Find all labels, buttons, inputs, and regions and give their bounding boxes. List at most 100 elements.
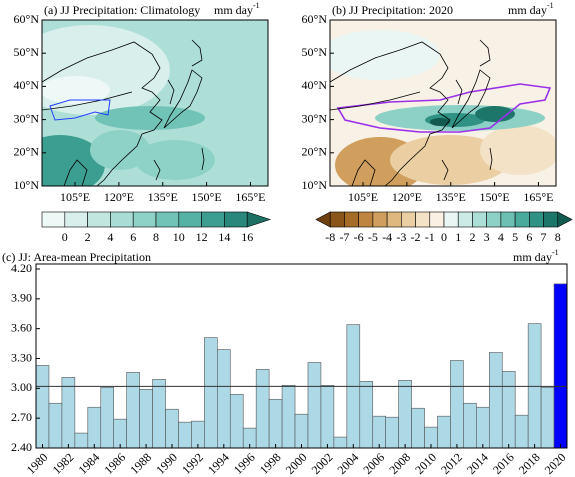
lon-tick-label: 105°E: [348, 190, 378, 204]
lat-tick-label: 10°N: [302, 178, 328, 192]
map-a-frame: [41, 19, 269, 187]
bar: [450, 360, 464, 449]
colorbar-label: -4: [382, 230, 392, 244]
bar: [100, 387, 115, 449]
bar: [178, 421, 192, 449]
x-tick-label: 2018: [516, 450, 543, 477]
colorbar-box: [201, 211, 225, 228]
lat-tick-label: 40°N: [302, 78, 328, 92]
x-tick-label: 1996: [231, 450, 258, 477]
bar: [191, 420, 205, 449]
colorbar-box: [178, 211, 202, 228]
colorbar-box: [41, 211, 66, 228]
colorbar-label: 4: [107, 230, 113, 244]
x-tick-label: 1982: [50, 450, 77, 477]
colorbar-box: [224, 211, 248, 228]
map-b-frame: [329, 19, 557, 187]
chart-title: (c) JJ: Area-mean Precipitation: [2, 250, 151, 264]
bar: [74, 432, 89, 449]
x-tick-label: 2008: [386, 450, 413, 477]
colorbar-box: [401, 211, 416, 228]
bar: [307, 362, 322, 449]
lat-tick-label: 50°N: [14, 45, 40, 59]
y-tick-label: 3.30: [11, 350, 32, 364]
colorbar-box: [344, 211, 359, 228]
lat-tick-label: 20°N: [14, 145, 40, 159]
colorbar-box: [329, 211, 345, 228]
colorbar-label: 0: [62, 230, 68, 244]
lon-tick-label: 135°E: [148, 190, 178, 204]
x-tick-label: 1986: [101, 450, 128, 477]
bar: [437, 415, 451, 449]
lon-tick-label: 165°E: [523, 190, 553, 204]
map-b-field: [330, 20, 556, 186]
x-tick-label: 1998: [257, 450, 284, 477]
colorbar-box: [110, 211, 134, 228]
y-tick-label: 2.40: [11, 440, 32, 454]
colorbar-label: 5: [512, 230, 518, 244]
bar: [204, 337, 218, 449]
x-tick-label: 2016: [490, 450, 517, 477]
bar: [281, 385, 296, 449]
colorbar-box: [155, 211, 180, 228]
bar: [217, 349, 231, 449]
x-tick-label: 2014: [464, 450, 491, 477]
x-tick-label: 1992: [179, 450, 206, 477]
colorbar-box: [415, 211, 431, 228]
y-tick-label: 2.70: [11, 410, 32, 424]
colorbar-box: [443, 211, 459, 228]
map-units: mm day: [214, 3, 253, 17]
colorbar-label: -3: [396, 230, 406, 244]
x-tick-label: 1990: [153, 450, 180, 477]
colorbar-label: 8: [153, 230, 159, 244]
colorbar-label: -7: [339, 230, 349, 244]
colorbar-box: [486, 211, 502, 228]
y-tick-label: 3.00: [11, 380, 32, 394]
bar: [268, 398, 283, 449]
map-title: (a) JJ Precipitation: Climatology: [44, 3, 200, 17]
bar: [320, 385, 335, 449]
colorbar-triangle: [315, 211, 331, 228]
bar: [113, 418, 127, 449]
colorbar-label: 8: [555, 230, 561, 244]
bar: [87, 406, 102, 449]
lon-tick-label: 120°E: [104, 190, 134, 204]
bar: [463, 402, 477, 449]
colorbar-box: [132, 211, 157, 228]
colorbar-label: -1: [425, 230, 435, 244]
units: mm day: [513, 250, 552, 264]
bar: [385, 416, 399, 449]
bar: [333, 436, 348, 449]
x-tick-label: 1984: [75, 450, 102, 477]
x-tick-label: 2012: [438, 450, 465, 477]
colorbar-label: -2: [411, 230, 421, 244]
colorbar-box: [514, 211, 530, 228]
colorbar-label: 10: [173, 230, 185, 244]
bar: [501, 371, 516, 449]
map-units: mm day: [508, 3, 547, 17]
map-a-field: [42, 20, 268, 186]
bar: [540, 387, 555, 449]
colorbar-box: [457, 211, 473, 228]
lon-tick-label: 105°E: [60, 190, 90, 204]
colorbar-label: 3: [484, 230, 490, 244]
bar: [359, 381, 374, 449]
lat-tick-label: 30°N: [14, 111, 40, 125]
x-tick-label: 2020: [542, 450, 569, 477]
bar: [294, 413, 309, 449]
lon-tick-label: 150°E: [480, 190, 510, 204]
y-tick-label: 3.60: [11, 320, 32, 334]
colorbar-box: [500, 211, 516, 228]
bar: [139, 389, 153, 449]
bar: [126, 372, 140, 449]
colorbar-label: 1: [455, 230, 461, 244]
bar: [61, 377, 76, 449]
colorbar-label: 4: [498, 230, 504, 244]
bar: [48, 402, 63, 449]
colorbar-label: 7: [541, 230, 547, 244]
bar: [255, 369, 270, 449]
lat-tick-label: 40°N: [14, 78, 40, 92]
colorbar-label: 0: [441, 230, 447, 244]
lat-tick-label: 20°N: [302, 145, 328, 159]
x-tick-label: 2000: [283, 450, 310, 477]
